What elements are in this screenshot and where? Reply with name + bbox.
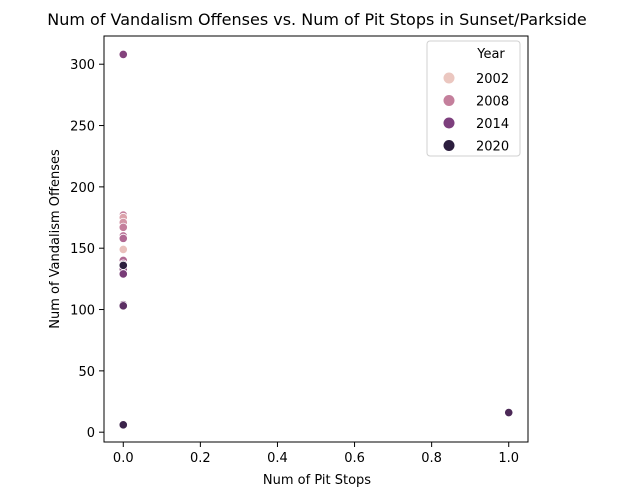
scatter-point xyxy=(118,222,128,232)
x-tick-label: 0.0 xyxy=(113,451,134,466)
y-axis: 0 50 100 150 200 250 300 xyxy=(70,58,104,441)
y-axis-label: Num of Vandalism Offenses xyxy=(48,149,63,329)
scatter-point xyxy=(118,260,128,270)
y-tick-label: 250 xyxy=(70,120,95,135)
x-axis-label: Num of Pit Stops xyxy=(263,473,371,488)
y-tick-label: 50 xyxy=(78,365,95,380)
x-axis: 0.0 0.2 0.4 0.6 0.8 1.0 xyxy=(113,442,519,466)
legend-title: Year xyxy=(476,47,505,62)
x-tick-label: 0.8 xyxy=(421,451,442,466)
scatter-point xyxy=(118,301,128,311)
scatter-point xyxy=(118,233,128,243)
legend-label: 2014 xyxy=(476,117,509,132)
scatter-points xyxy=(118,49,514,430)
y-tick-label: 0 xyxy=(87,426,95,441)
scatter-point xyxy=(118,244,128,255)
scatter-point xyxy=(118,420,128,430)
scatter-point xyxy=(118,49,128,59)
legend-marker xyxy=(443,95,455,106)
legend-marker xyxy=(443,117,455,129)
y-tick-label: 200 xyxy=(70,181,95,196)
y-tick-label: 100 xyxy=(70,304,95,319)
legend: Year 2002 2008 2014 2020 xyxy=(426,40,521,157)
legend-marker xyxy=(443,72,455,84)
y-tick-label: 150 xyxy=(70,242,95,257)
scatter-point xyxy=(118,269,128,279)
y-tick-label: 300 xyxy=(70,58,95,73)
plot-frame xyxy=(103,35,529,443)
x-tick-label: 0.6 xyxy=(344,451,365,466)
legend-label: 2002 xyxy=(476,72,509,87)
legend-marker xyxy=(443,140,455,151)
x-tick-label: 0.4 xyxy=(267,451,288,466)
scatter-point xyxy=(504,407,514,418)
x-tick-label: 1.0 xyxy=(498,451,519,466)
legend-label: 2020 xyxy=(476,140,509,155)
x-tick-label: 0.2 xyxy=(190,451,211,466)
chart-title: Num of Vandalism Offenses vs. Num of Pit… xyxy=(47,10,586,29)
legend-label: 2008 xyxy=(476,95,509,110)
